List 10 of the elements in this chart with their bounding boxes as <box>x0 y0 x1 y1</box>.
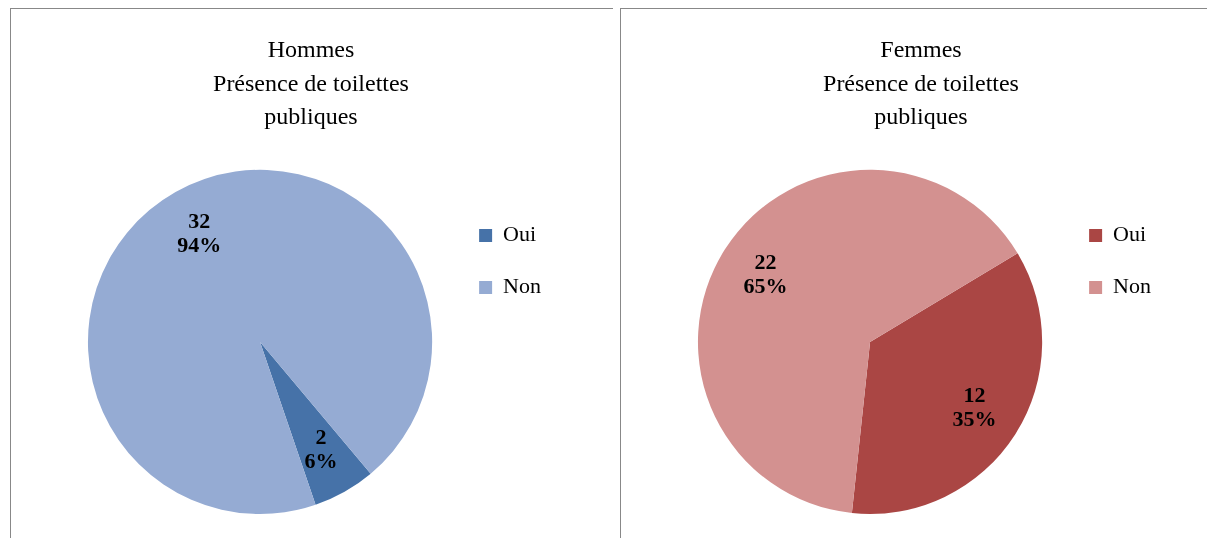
data-label: 22 65% <box>743 248 788 298</box>
data-label: 12 35% <box>952 382 997 432</box>
data-label: 32 94% <box>177 207 222 257</box>
legend-label: Oui <box>503 221 537 247</box>
legend-label: Non <box>503 273 541 299</box>
data-label: 2 6% <box>304 423 338 473</box>
chart-title: Hommes Présence de toilettes publiques <box>213 36 409 130</box>
legend-label: Oui <box>1113 221 1147 247</box>
chart-title: Femmes Présence de toilettes publiques <box>823 36 1019 130</box>
legend-label: Non <box>1113 273 1151 299</box>
